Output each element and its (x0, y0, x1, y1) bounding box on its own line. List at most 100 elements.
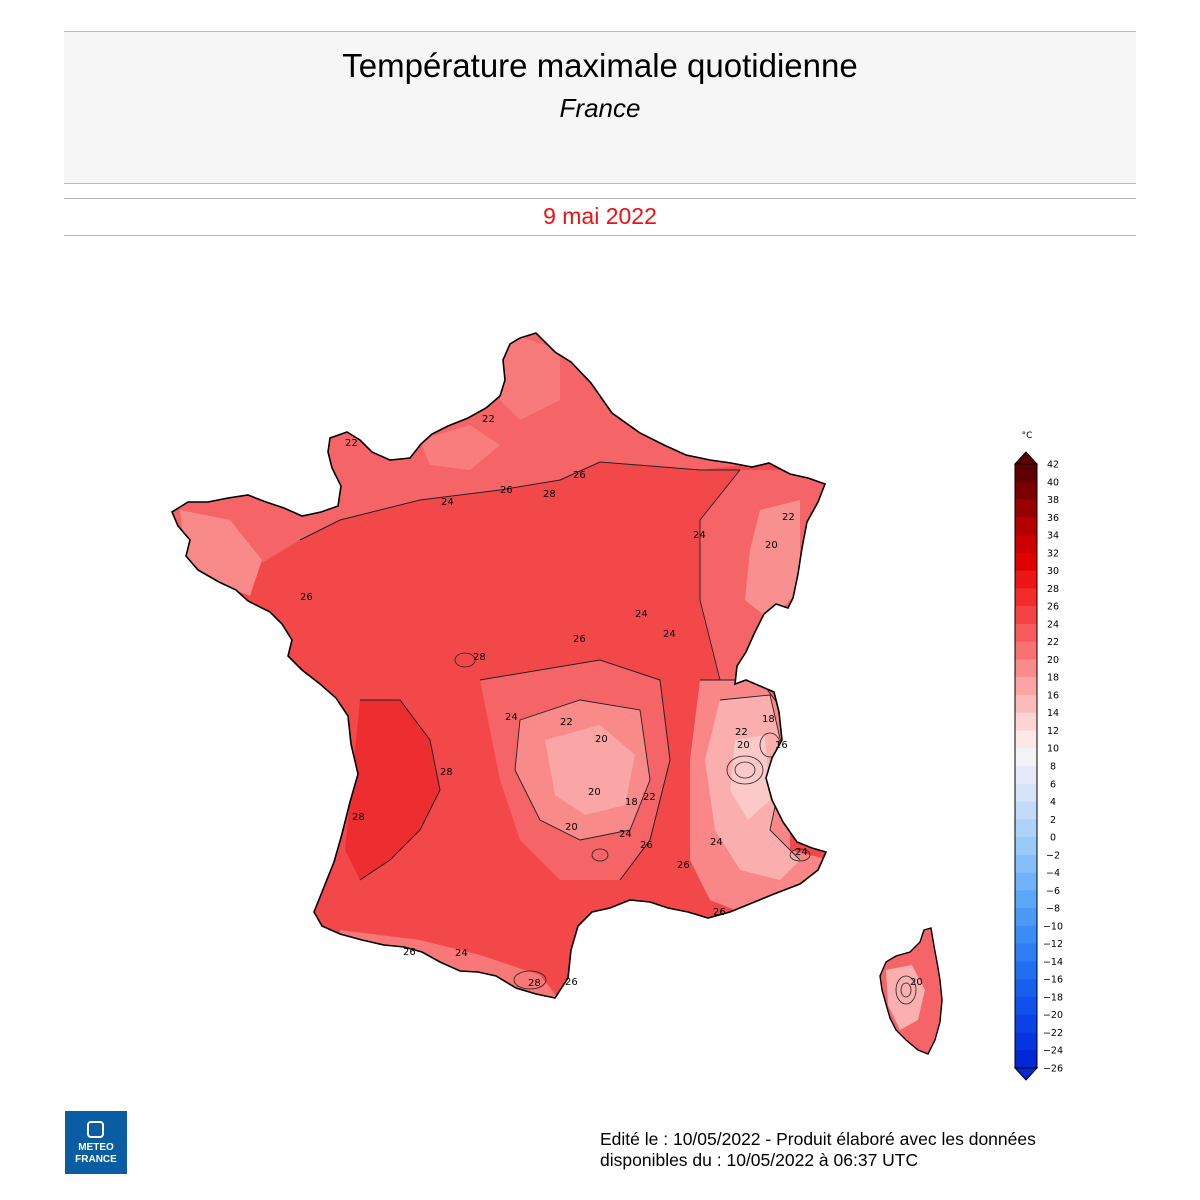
contour-value-label: 26 (565, 977, 578, 988)
contour-value-label: 28 (543, 489, 556, 500)
legend-tick-label: −8 (1046, 904, 1060, 915)
legend-color-band (1015, 588, 1037, 607)
legend-color-band (1015, 570, 1037, 589)
contour-value-label: 26 (500, 485, 513, 496)
legend-tick-label: −16 (1043, 975, 1063, 986)
legend-tick-label: 42 (1047, 460, 1059, 471)
legend-color-band (1015, 819, 1037, 838)
legend-color-band (1015, 1014, 1037, 1033)
legend-tick-label: 26 (1047, 602, 1059, 613)
logo-text-line1: METEO (78, 1142, 114, 1153)
legend-tick-label: 38 (1047, 495, 1059, 506)
legend-tick-labels: 424038363432302826242220181614121086420−… (1043, 460, 1063, 1075)
france-border (170, 332, 828, 999)
footer-note: Edité le : 10/05/2022 - Produit élaboré … (600, 1129, 1120, 1171)
contour-line (900, 982, 912, 998)
contour-value-label: 24 (693, 530, 706, 541)
contour-value-label: 16 (775, 740, 788, 751)
contour-value-label: 26 (677, 860, 690, 871)
legend-tick-label: 20 (1047, 655, 1059, 666)
legend-tick-label: 14 (1047, 708, 1059, 719)
legend-tick-label: 12 (1047, 726, 1059, 737)
contour-line (514, 699, 651, 841)
legend-color-band (1015, 677, 1037, 696)
map-title: Température maximale quotidienne (342, 47, 858, 84)
legend-color-band (1015, 552, 1037, 572)
legend-color-band (1015, 481, 1037, 501)
legend-color-band (1015, 766, 1037, 785)
contour-line (359, 699, 441, 881)
legend-color-band (1015, 854, 1037, 874)
legend-unit: °C (1022, 431, 1033, 441)
contour-value-label: 28 (352, 812, 365, 823)
legend-tick-label: 10 (1047, 744, 1059, 755)
footer-line2: disponibles du : 10/05/2022 à 06:37 UTC (600, 1150, 919, 1170)
legend-color-band (1015, 659, 1037, 678)
contour-line (734, 761, 756, 779)
contour-value-label: 22 (560, 717, 573, 728)
legend-tick-label: 8 (1050, 762, 1056, 773)
contour-value-label: 28 (440, 767, 453, 778)
contour-value-label: 24 (710, 837, 723, 848)
contour-line (726, 755, 764, 785)
legend-color-band (1015, 801, 1037, 820)
contour-line (479, 659, 671, 881)
legend-tick-label: 34 (1047, 531, 1059, 542)
legend-color-band (1015, 641, 1037, 660)
temp-zone-28-aquitaine (345, 700, 440, 880)
date-panel: 9 mai 2022 (64, 198, 1136, 236)
legend-min-arrow (1013, 1067, 1039, 1081)
temp-zone-20-bretagne (180, 510, 262, 596)
legend-color-band (1015, 1050, 1037, 1069)
footer-line1: Edité le : 10/05/2022 - Produit élaboré … (600, 1129, 1036, 1149)
legend-max-arrow (1013, 451, 1039, 465)
contour-line (895, 975, 917, 1005)
temp-zone-20-vosges (745, 500, 800, 620)
legend-tick-label: 24 (1047, 619, 1059, 630)
legend-color-band (1015, 712, 1037, 731)
legend-tick-label: −18 (1043, 992, 1063, 1003)
legend-color-band (1015, 748, 1037, 767)
legend-color-band (1015, 694, 1037, 714)
contour-value-label: 22 (345, 438, 358, 449)
contour-line (789, 848, 811, 862)
contour-value-label: 26 (403, 947, 416, 958)
map-date: 9 mai 2022 (543, 203, 657, 229)
contour-value-label: 24 (455, 948, 468, 959)
legend-tick-label: 16 (1047, 690, 1059, 701)
contour-line (699, 469, 741, 681)
color-legend: °C 4240383634323028262422201816141210864… (1013, 431, 1063, 1081)
legend-tick-label: 36 (1047, 513, 1059, 524)
contour-value-label: 26 (573, 470, 586, 481)
legend-color-band (1015, 606, 1037, 625)
legend-tick-label: 40 (1047, 477, 1059, 488)
contour-value-label: 24 (619, 829, 632, 840)
map-subtitle: France (559, 93, 641, 123)
legend-color-band (1015, 783, 1037, 803)
legend-color-band (1015, 908, 1037, 927)
logo-text-line2: FRANCE (75, 1154, 117, 1165)
temp-zone-18-central (545, 725, 635, 815)
legend-color-band (1015, 996, 1037, 1016)
contour-value-label: 20 (565, 822, 578, 833)
legend-tick-label: −10 (1043, 921, 1063, 932)
legend-tick-label: −6 (1046, 886, 1060, 897)
legend-tick-label: 4 (1050, 797, 1056, 808)
legend-tick-label: 22 (1047, 637, 1059, 648)
contour-value-label: 22 (482, 414, 495, 425)
contour-value-label: 18 (625, 797, 638, 808)
legend-tick-label: −22 (1043, 1028, 1063, 1039)
legend-tick-label: −2 (1046, 850, 1060, 861)
legend-tick-label: −12 (1043, 939, 1063, 950)
legend-color-band (1015, 464, 1037, 483)
legend-color-band (1015, 517, 1037, 536)
legend-color-band (1015, 730, 1037, 749)
contour-value-label: 24 (795, 847, 808, 858)
legend-color-band (1015, 535, 1037, 554)
corse-border (879, 927, 943, 1055)
legend-color-band (1015, 943, 1037, 962)
contour-value-label: 28 (473, 652, 486, 663)
contour-line (299, 461, 740, 541)
legend-tick-label: 32 (1047, 548, 1059, 559)
